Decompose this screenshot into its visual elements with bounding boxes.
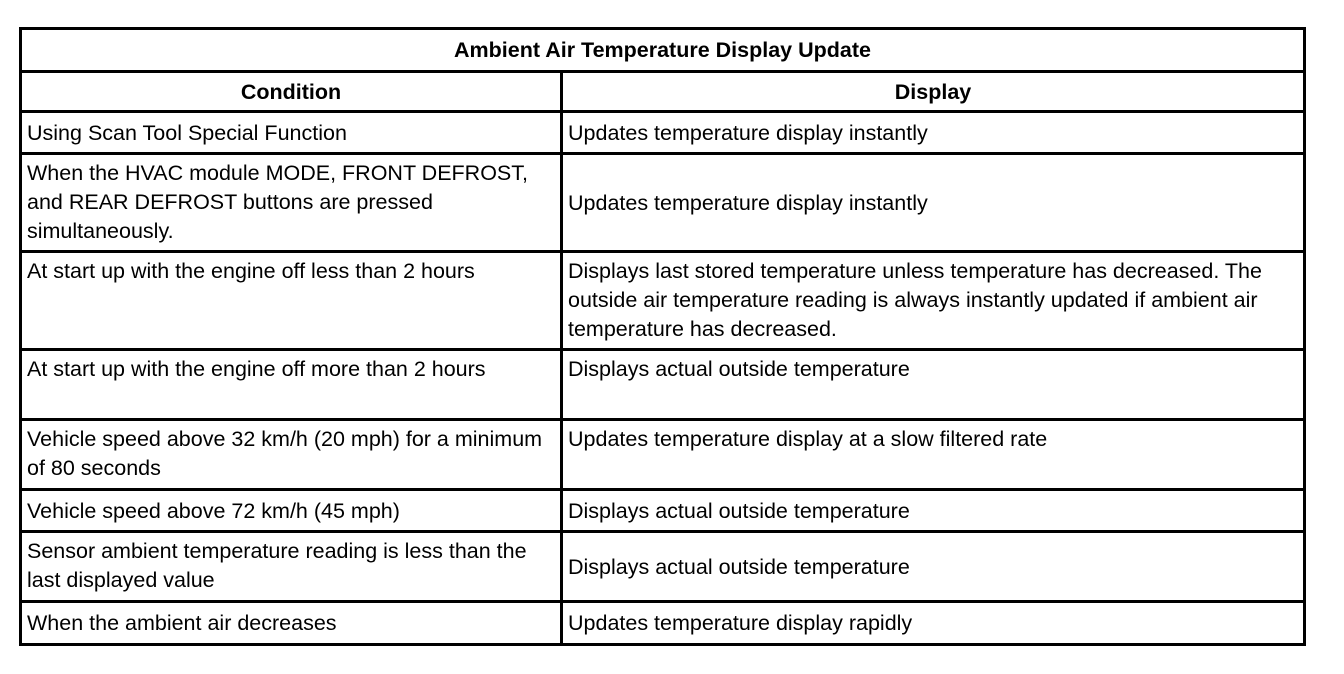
display-cell: Updates temperature display instantly [560, 110, 1306, 155]
table-row: At start up with the engine off more tha… [19, 348, 1306, 421]
table-row: Vehicle speed above 72 km/h (45 mph) Dis… [19, 488, 1306, 533]
table-row: Sensor ambient temperature reading is le… [19, 530, 1306, 603]
column-header: Condition [19, 70, 563, 113]
condition-cell: When the ambient air decreases [19, 600, 563, 646]
condition-cell: Using Scan Tool Special Function [19, 110, 563, 155]
display-cell: Updates temperature display rapidly [560, 600, 1306, 646]
table-row: At start up with the engine off less tha… [19, 250, 1306, 351]
data-table: Ambient Air Temperature Display Update C… [19, 27, 1306, 646]
condition-cell: Sensor ambient temperature reading is le… [19, 530, 563, 603]
table-row: Using Scan Tool Special Function Updates… [19, 110, 1306, 155]
condition-cell: At start up with the engine off less tha… [19, 250, 563, 351]
table-row: When the ambient air decreases Updates t… [19, 600, 1306, 646]
table-title: Ambient Air Temperature Display Update [19, 27, 1306, 73]
header-row: Condition Display [19, 70, 1306, 113]
condition-cell: Vehicle speed above 32 km/h (20 mph) for… [19, 418, 563, 491]
display-cell: Displays actual outside temperature [560, 488, 1306, 533]
display-cell: Updates temperature display at a slow fi… [560, 418, 1306, 491]
condition-cell: When the HVAC module MODE, FRONT DEFROST… [19, 152, 563, 253]
table-row: When the HVAC module MODE, FRONT DEFROST… [19, 152, 1306, 253]
display-cell: Displays actual outside temperature [560, 530, 1306, 603]
display-cell: Displays last stored temperature unless … [560, 250, 1306, 351]
display-cell: Displays actual outside temperature [560, 348, 1306, 421]
column-header: Display [560, 70, 1306, 113]
table-row: Vehicle speed above 32 km/h (20 mph) for… [19, 418, 1306, 491]
title-row: Ambient Air Temperature Display Update [19, 27, 1306, 73]
condition-cell: Vehicle speed above 72 km/h (45 mph) [19, 488, 563, 533]
condition-cell: At start up with the engine off more tha… [19, 348, 563, 421]
display-cell: Updates temperature display instantly [560, 152, 1306, 253]
